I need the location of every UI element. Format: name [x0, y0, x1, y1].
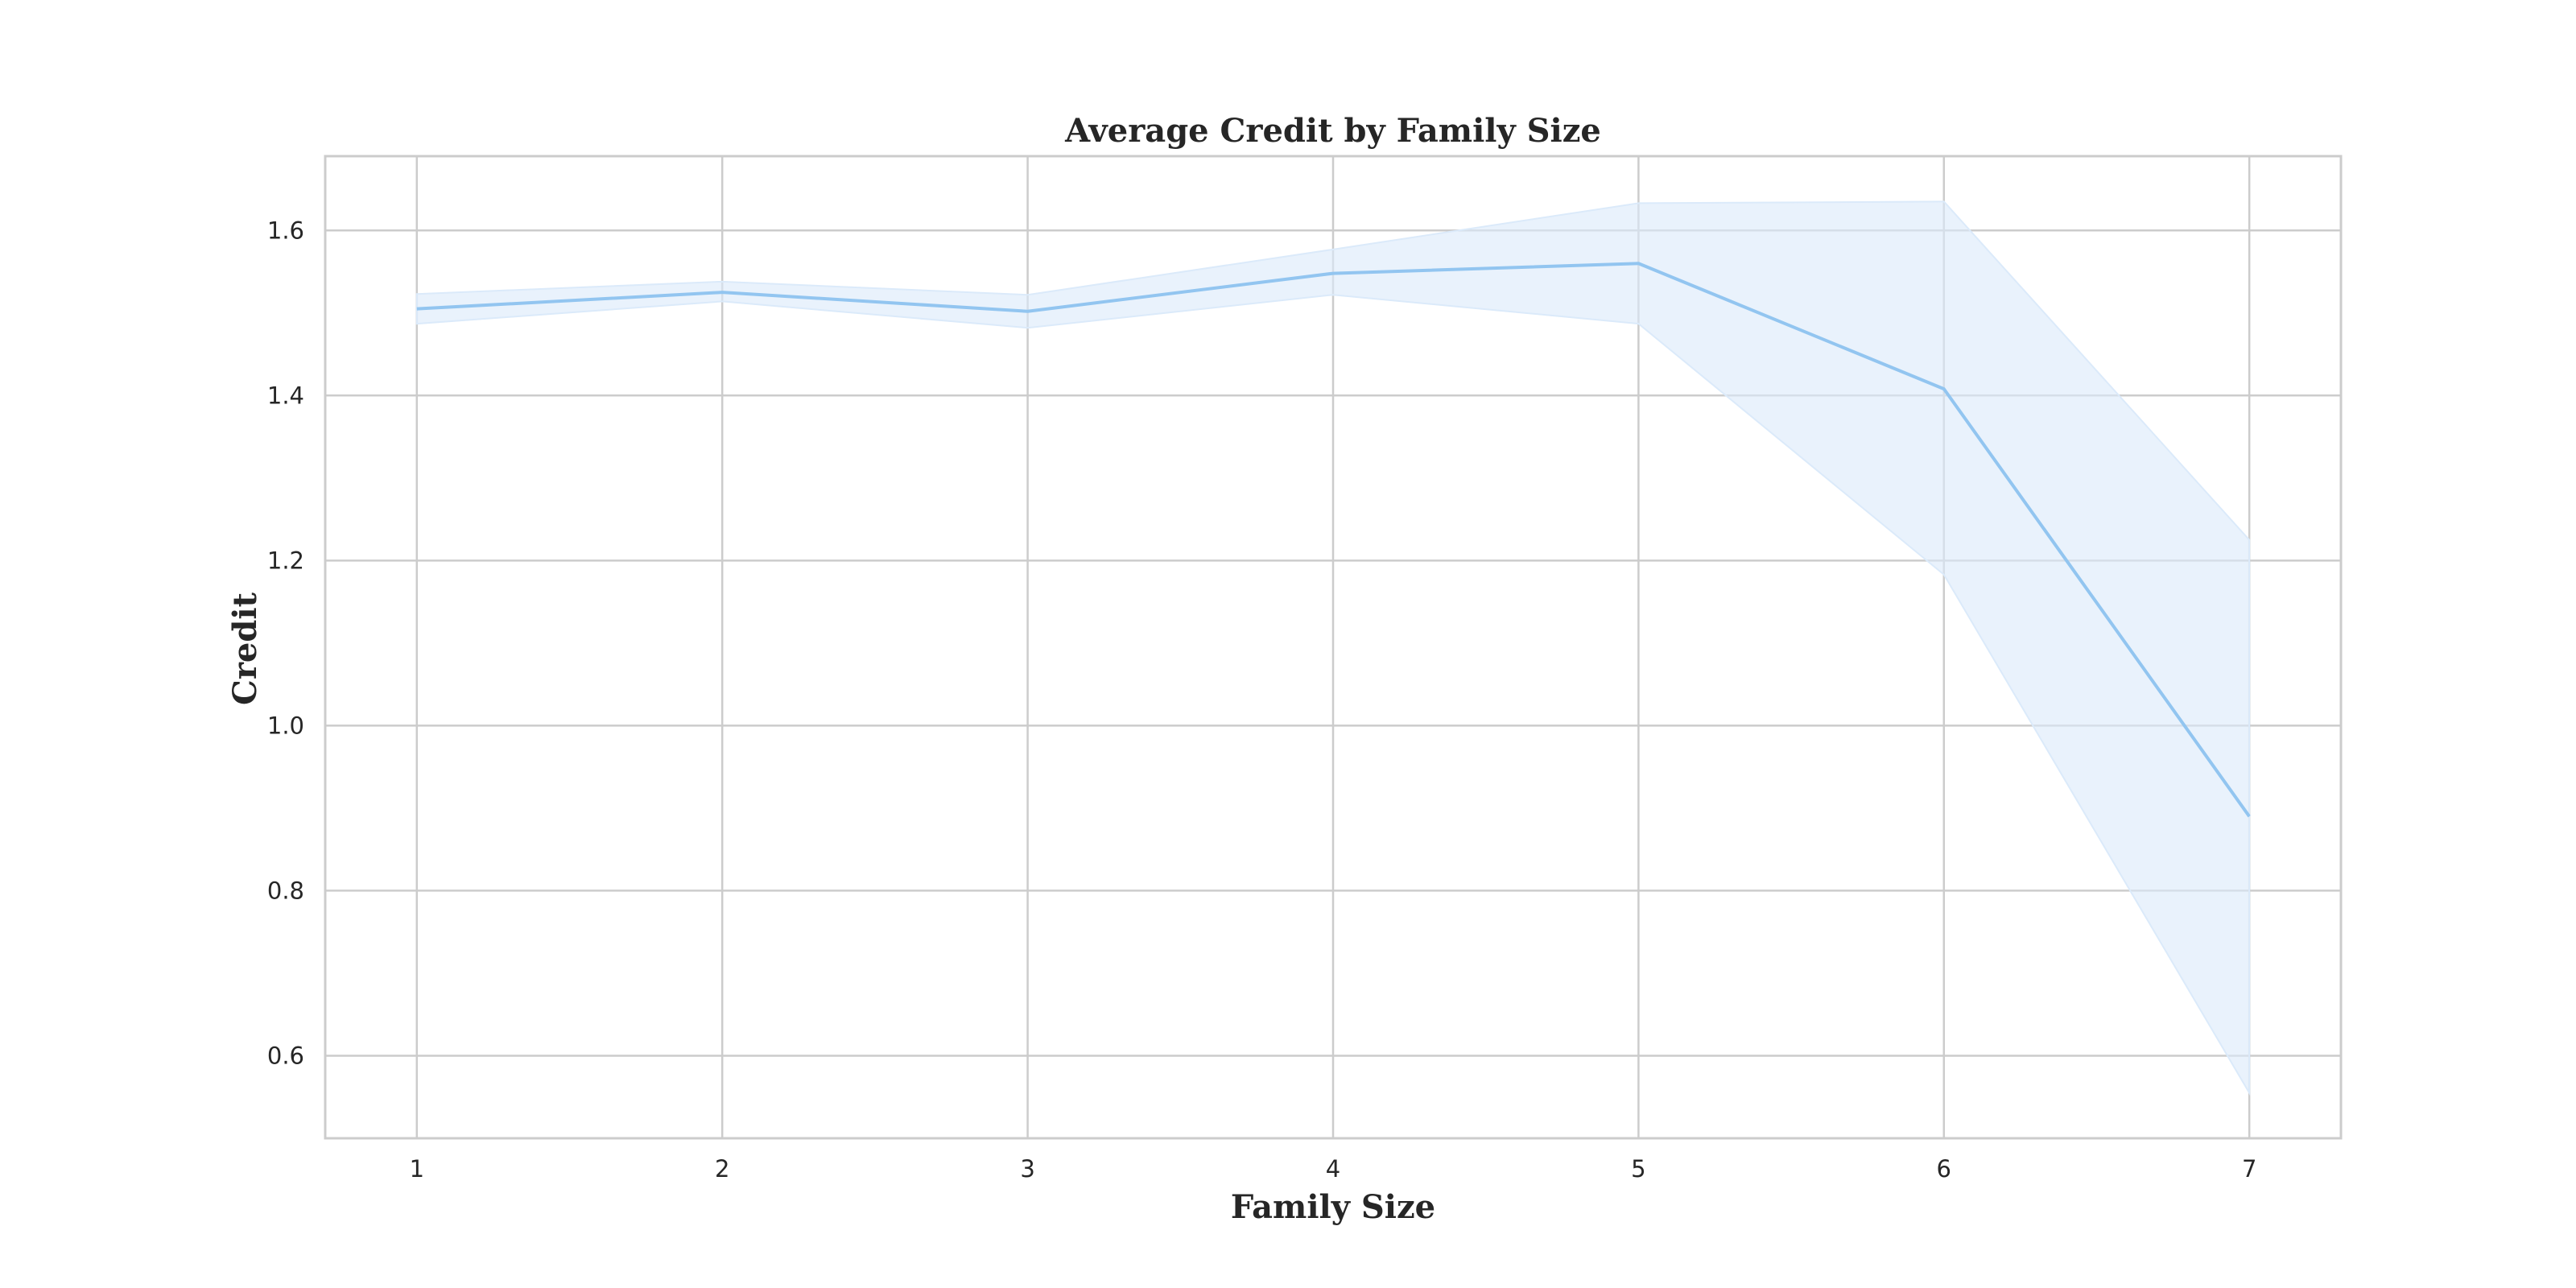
x-tick-label: 3 — [1020, 1155, 1034, 1183]
x-tick-label: 4 — [1326, 1155, 1340, 1183]
y-tick-label: 1.4 — [267, 382, 304, 409]
y-tick-labels: 0.6 0.8 1.0 1.2 1.4 1.6 — [267, 217, 304, 1069]
x-tick-label: 5 — [1631, 1155, 1645, 1183]
chart-title: Average Credit by Family Size — [1064, 112, 1601, 150]
x-tick-label: 7 — [2242, 1155, 2256, 1183]
y-tick-label: 1.0 — [267, 712, 304, 739]
x-axis-label: Family Size — [1231, 1188, 1435, 1226]
plot-frame — [324, 155, 2343, 1140]
y-tick-label: 0.6 — [267, 1042, 304, 1069]
x-tick-label: 1 — [410, 1155, 424, 1183]
y-tick-label: 0.8 — [267, 877, 304, 904]
series-lines — [416, 262, 2251, 818]
x-tick-labels: 1 2 3 4 5 6 7 — [410, 1155, 2257, 1183]
x-tick-label: 2 — [715, 1155, 729, 1183]
y-axis-label: Credit — [226, 592, 264, 705]
y-tick-label: 1.2 — [267, 547, 304, 574]
confidence-bands — [415, 200, 2251, 1096]
series-line — [416, 262, 2251, 818]
confidence-band — [415, 200, 2251, 1096]
y-tick-label: 1.6 — [267, 217, 304, 244]
x-tick-label: 6 — [1937, 1155, 1951, 1183]
